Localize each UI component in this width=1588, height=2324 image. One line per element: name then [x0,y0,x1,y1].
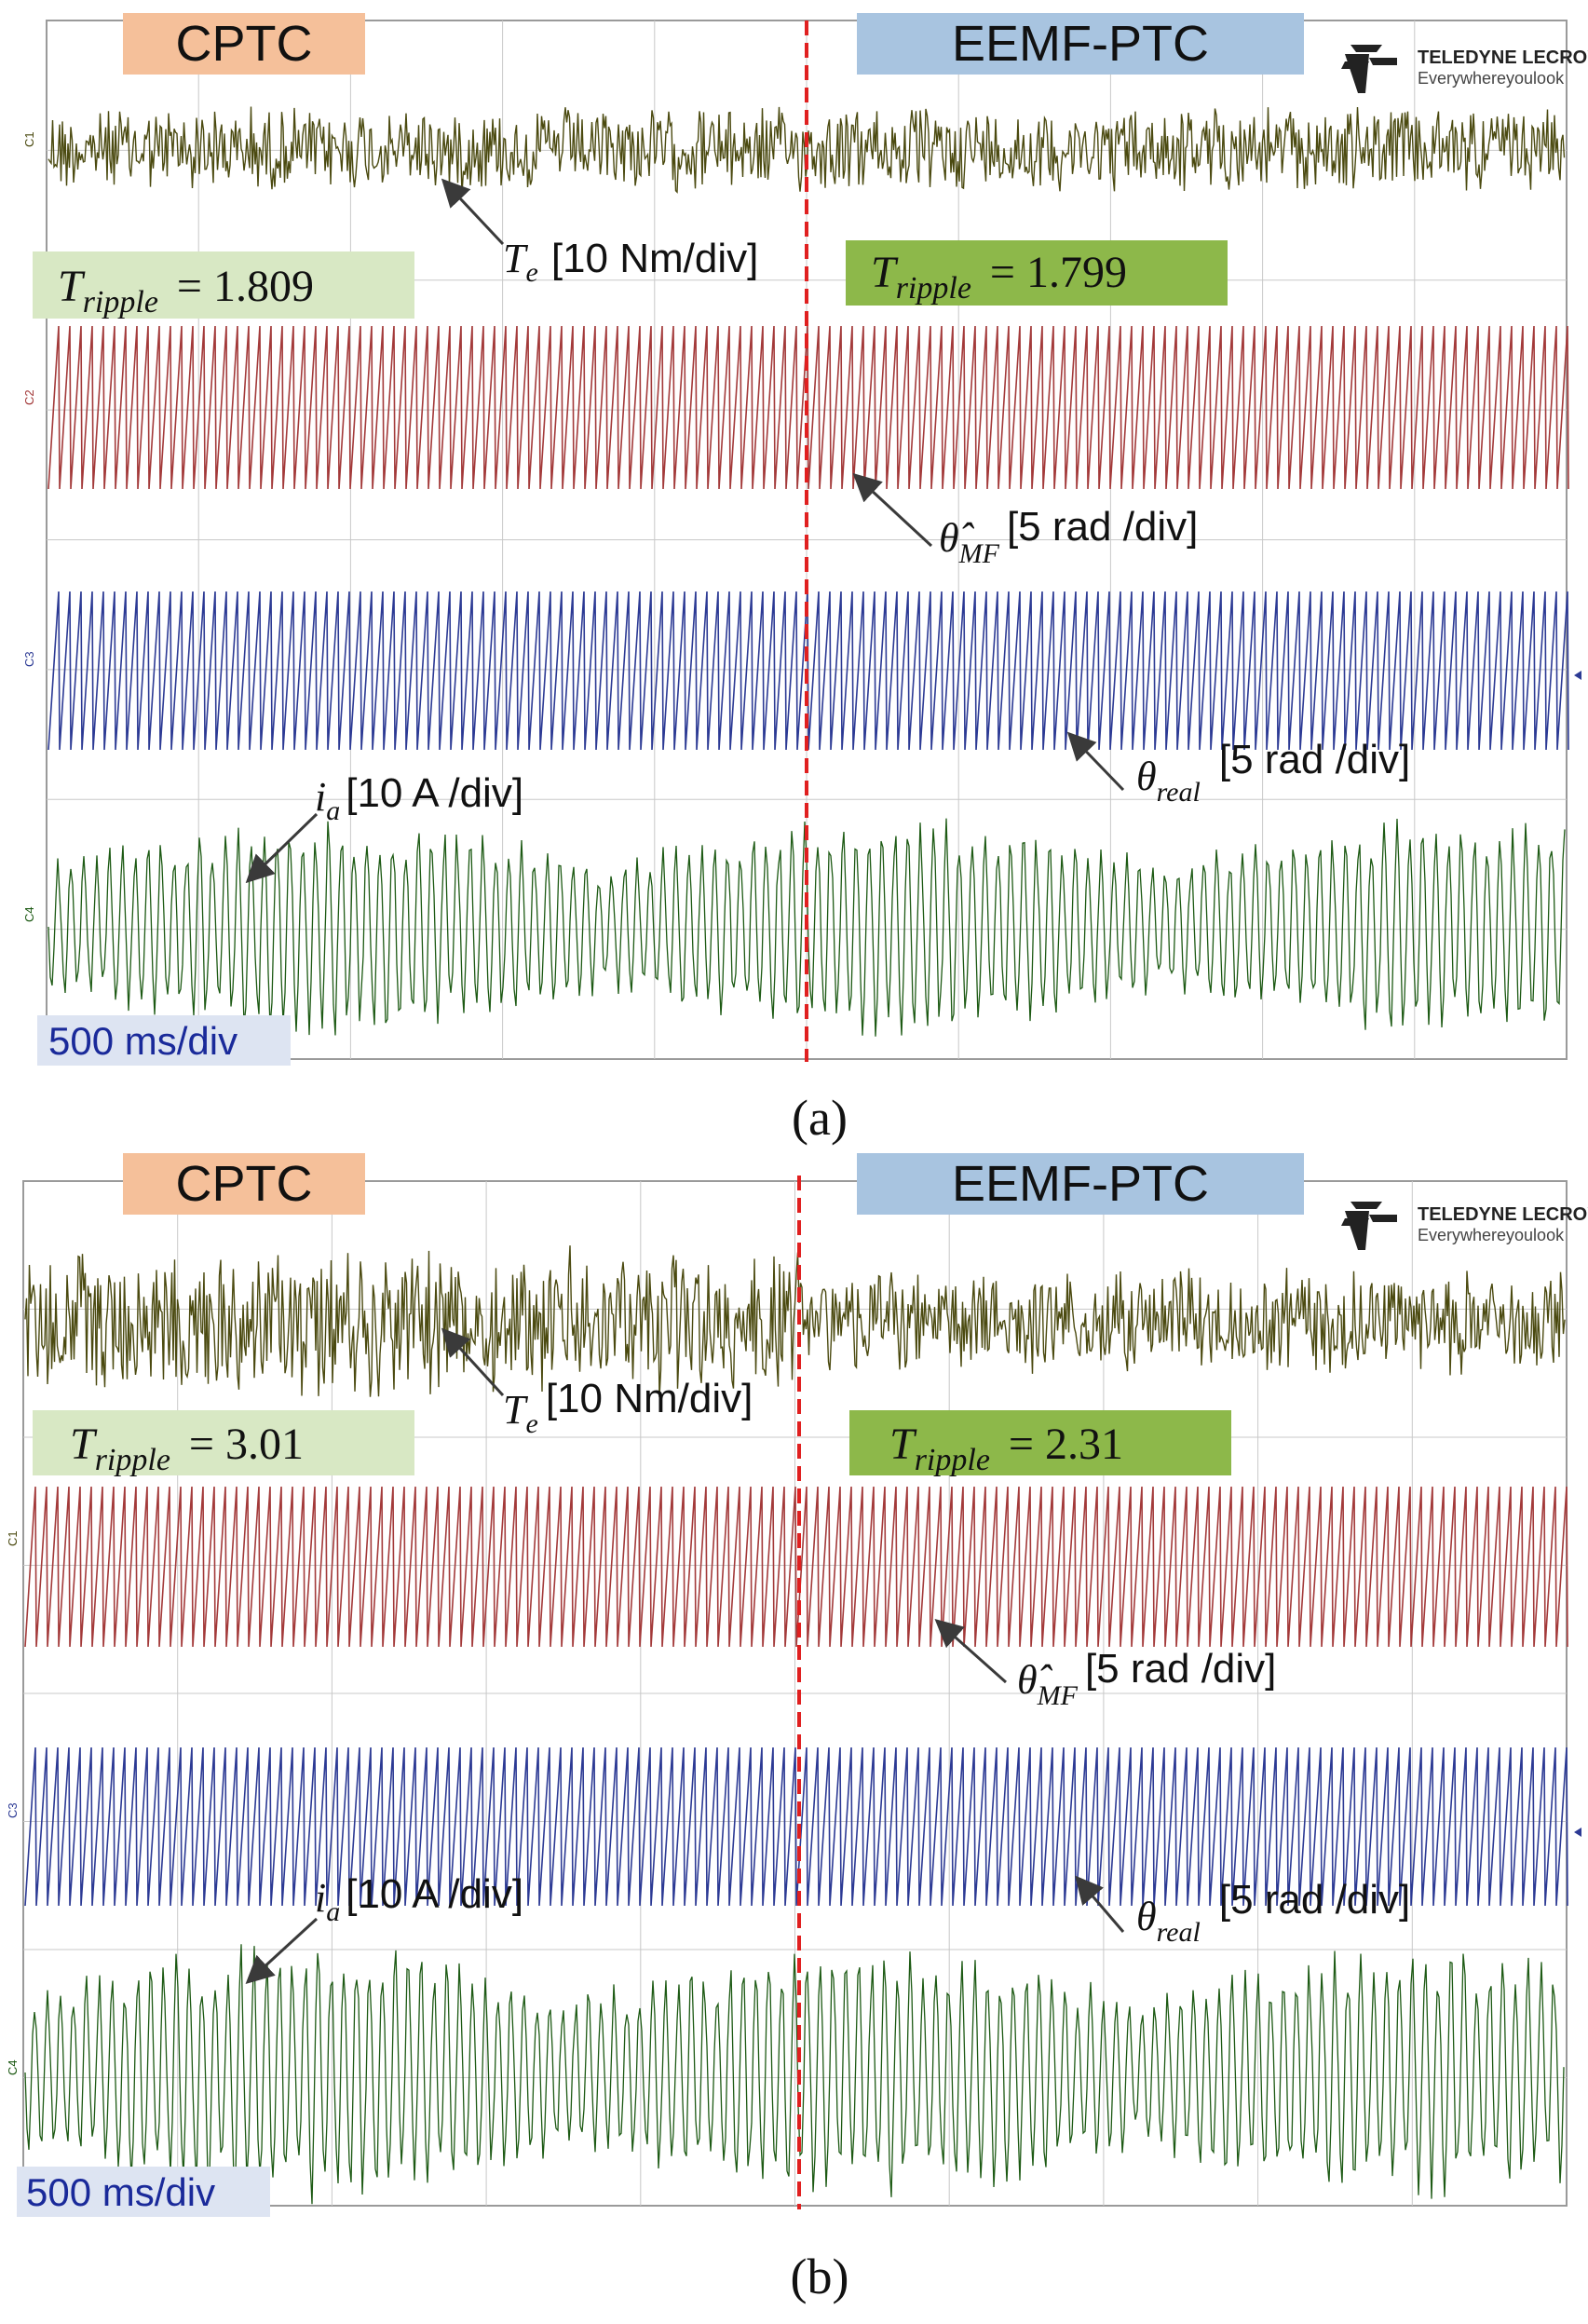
trigger-marker-icon [1574,1828,1581,1837]
channel-tag-c2-a: C2 [22,389,36,405]
panel-a: CPTC EEMF-PTC TELEDYNE LECROY Everywhere… [22,13,1588,1146]
ia-label-a: ia [10 A /div] [315,770,523,826]
teledyne-mark-icon [1341,45,1397,93]
channel-tag-c1-b: C1 [6,1530,20,1546]
teledyne-logo-b: TELEDYNE LECROY Everywhereyoulook [1341,1202,1588,1250]
ripple-box-left-a [33,251,414,319]
ripple-box-right-b [849,1410,1231,1475]
theta-mf-label-a: θ̂MF[5 rad /div] [939,504,1198,569]
teledyne-logo-a: TELEDYNE LECROY Everywhereyoulook [1341,45,1588,93]
cptc-label-b: CPTC [176,1156,313,1212]
brand-line2-a: Everywhereyoulook [1418,69,1565,88]
ripple-right-b: Tripple = 2.31 [889,1420,1123,1477]
theta-mf-arrow-b [934,1619,1007,1684]
timebase-b: 500 ms/div [26,2170,215,2214]
te-arrow-b [441,1327,505,1397]
eemf-box-a [857,13,1304,75]
theta-real-trace-b [24,1746,1568,1907]
ripple-box-right-a [846,240,1228,306]
theta-real-arrow-b [1075,1875,1125,1933]
te-label-a: Te [10 Nm/div] [503,236,758,288]
current-trace-b [24,1944,1565,2205]
theta-mf-trace-b [24,1486,1568,1648]
cptc-box-b [123,1153,365,1215]
theta-real-label-a: θreal[5 rad /div] [1136,737,1410,808]
channel-tag-c4-a: C4 [22,906,36,922]
caption-a: (a) [792,1090,848,1146]
brand-line2-b: Everywhereyoulook [1418,1226,1565,1244]
brand-line1-a: TELEDYNE LECROY [1418,48,1588,68]
timebase-box-a [37,1015,291,1066]
eemf-box-b [857,1153,1304,1215]
ia-arrow-a [245,812,319,884]
ripple-box-left-b [33,1410,414,1475]
timebase-box-b [17,2167,270,2217]
timebase-a: 500 ms/div [48,1019,238,1063]
trigger-marker-icon [1574,671,1581,680]
panel-b: CPTC EEMF-PTC TELEDYNE LECROY Everywhere… [6,1153,1588,2304]
te-label-b: Te[10 Nm/div] [503,1376,753,1439]
channel-tag-c3-a: C3 [22,651,36,667]
traces-b [24,1245,1568,2205]
ia-label-b: ia [10 A /div] [315,1871,523,1927]
theta-real-arrow-a [1066,731,1125,792]
channel-tag-c1-a: C1 [22,131,36,147]
cptc-label-a: CPTC [176,16,313,72]
channel-tag-c3-b: C3 [6,1802,20,1818]
caption-b: (b) [791,2249,849,2304]
theta-mf-trace-a [48,325,1569,490]
torque-trace-a [48,106,1566,195]
te-arrow-a [441,178,505,246]
teledyne-mark-icon [1341,1202,1397,1250]
theta-mf-arrow-a [852,472,933,548]
brand-line1-b: TELEDYNE LECROY [1418,1204,1588,1225]
ripple-right-a: Tripple = 1.799 [871,248,1127,306]
ia-arrow-b [245,1917,319,1985]
eemf-label-b: EEMF-PTC [952,1156,1209,1212]
cptc-box-a [123,13,365,75]
torque-trace-b [24,1245,1566,1398]
ripple-left-b: Tripple = 3.01 [70,1420,304,1477]
theta-real-label-b: θreal[5 rad /div] [1136,1877,1410,1948]
theta-mf-label-b: θ̂MF[5 rad /div] [1017,1646,1276,1711]
ripple-left-a: Tripple = 1.809 [58,262,314,319]
eemf-label-a: EEMF-PTC [952,16,1209,72]
channel-tag-c4-b: C4 [6,2059,20,2075]
